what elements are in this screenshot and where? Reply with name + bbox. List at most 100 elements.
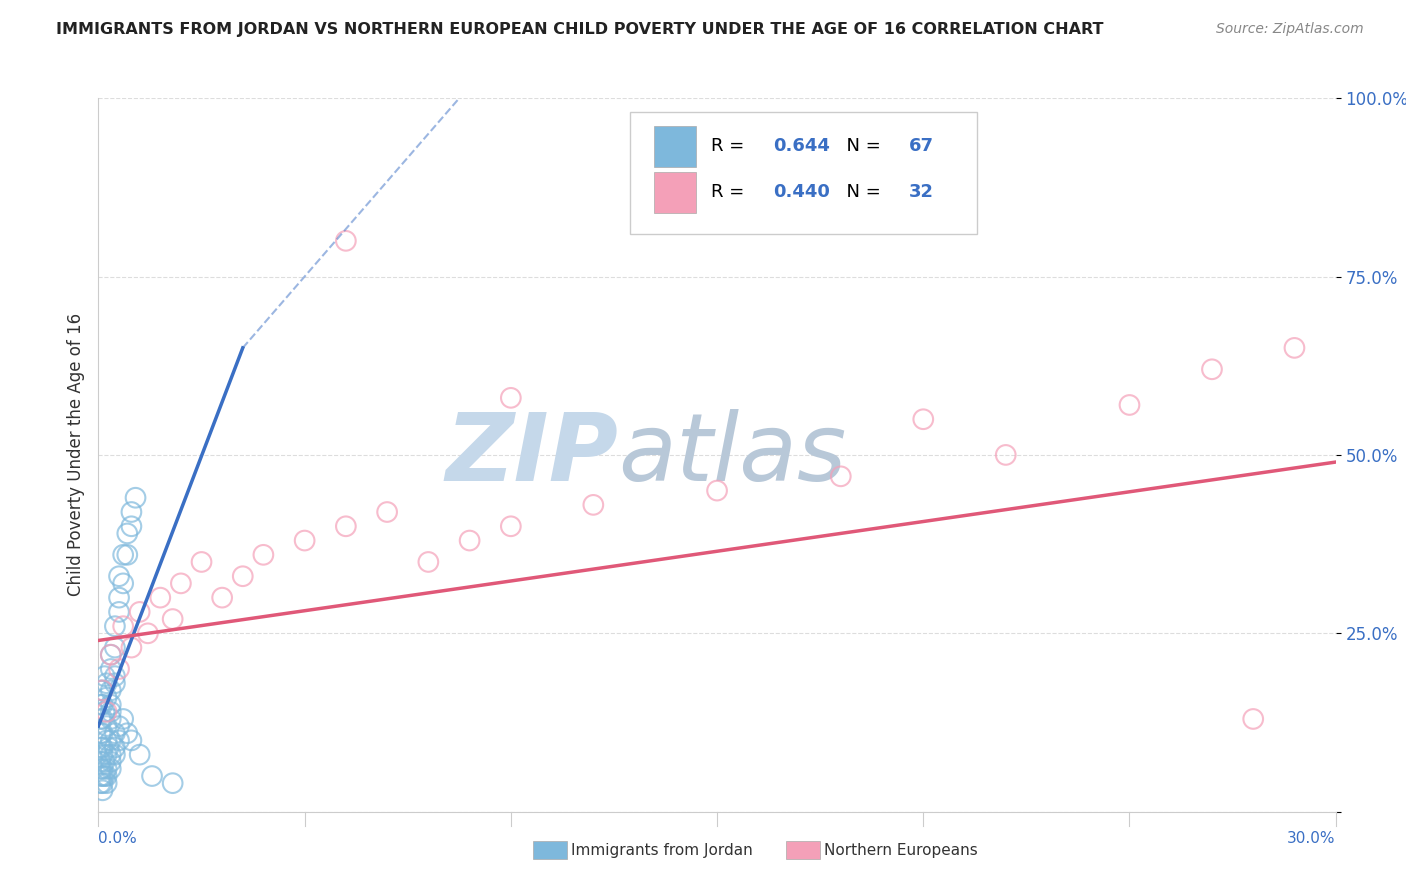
Point — [89, 740, 111, 755]
Point — [112, 712, 135, 726]
Point — [89, 755, 111, 769]
Text: 0.644: 0.644 — [773, 137, 830, 155]
Point — [104, 726, 127, 740]
Text: 67: 67 — [908, 137, 934, 155]
Point — [96, 747, 118, 762]
Point — [1241, 712, 1264, 726]
Point — [108, 719, 131, 733]
Point — [93, 769, 115, 783]
Point — [499, 519, 522, 533]
Point — [96, 690, 118, 705]
Point — [100, 733, 122, 747]
Point — [100, 683, 122, 698]
Point — [96, 769, 118, 783]
Point — [89, 769, 111, 783]
Point — [91, 747, 114, 762]
Text: 32: 32 — [908, 184, 934, 202]
Point — [104, 619, 127, 633]
Point — [112, 576, 135, 591]
Point — [108, 591, 131, 605]
Point — [89, 776, 111, 790]
Point — [104, 747, 127, 762]
Point — [458, 533, 481, 548]
Point — [96, 719, 118, 733]
Point — [91, 726, 114, 740]
Text: Source: ZipAtlas.com: Source: ZipAtlas.com — [1216, 22, 1364, 37]
Point — [100, 747, 122, 762]
Point — [100, 712, 122, 726]
Point — [89, 712, 111, 726]
Point — [100, 755, 122, 769]
Text: 0.0%: 0.0% — [98, 831, 138, 846]
Text: Immigrants from Jordan: Immigrants from Jordan — [571, 843, 752, 857]
Text: atlas: atlas — [619, 409, 846, 500]
Point — [912, 412, 935, 426]
Point — [89, 762, 111, 776]
Point — [1118, 398, 1140, 412]
Point — [120, 733, 142, 747]
Point — [706, 483, 728, 498]
Text: 0.440: 0.440 — [773, 184, 830, 202]
Text: R =: R = — [711, 137, 749, 155]
Point — [104, 740, 127, 755]
Point — [100, 648, 122, 662]
Point — [96, 733, 118, 747]
Y-axis label: Child Poverty Under the Age of 16: Child Poverty Under the Age of 16 — [66, 313, 84, 597]
Point — [91, 712, 114, 726]
Point — [162, 612, 184, 626]
Point — [149, 591, 172, 605]
Text: N =: N = — [835, 184, 886, 202]
Point — [499, 391, 522, 405]
Point — [211, 591, 233, 605]
FancyBboxPatch shape — [630, 112, 977, 234]
Point — [91, 776, 114, 790]
FancyBboxPatch shape — [654, 172, 696, 213]
Point — [91, 740, 114, 755]
Point — [582, 498, 605, 512]
Point — [294, 533, 316, 548]
Point — [104, 676, 127, 690]
Point — [117, 726, 139, 740]
Point — [252, 548, 274, 562]
Point — [100, 705, 122, 719]
Point — [830, 469, 852, 483]
Point — [93, 669, 115, 683]
Point — [91, 783, 114, 797]
Point — [91, 769, 114, 783]
Point — [89, 698, 111, 712]
Point — [117, 526, 139, 541]
Point — [108, 662, 131, 676]
Point — [124, 491, 146, 505]
Point — [136, 626, 159, 640]
Point — [96, 776, 118, 790]
Point — [112, 619, 135, 633]
Point — [120, 505, 142, 519]
Point — [100, 648, 122, 662]
Point — [91, 683, 114, 698]
Point — [1201, 362, 1223, 376]
Point — [162, 776, 184, 790]
Point — [335, 234, 357, 248]
Point — [91, 683, 114, 698]
Point — [96, 705, 118, 719]
Point — [141, 769, 163, 783]
Point — [100, 762, 122, 776]
Point — [96, 676, 118, 690]
Point — [89, 683, 111, 698]
Point — [96, 762, 118, 776]
Point — [232, 569, 254, 583]
Text: R =: R = — [711, 184, 749, 202]
FancyBboxPatch shape — [654, 126, 696, 167]
Point — [190, 555, 212, 569]
Point — [418, 555, 440, 569]
Point — [117, 548, 139, 562]
Text: N =: N = — [835, 137, 886, 155]
Point — [108, 605, 131, 619]
Point — [128, 605, 150, 619]
Point — [93, 755, 115, 769]
Point — [170, 576, 193, 591]
Text: IMMIGRANTS FROM JORDAN VS NORTHERN EUROPEAN CHILD POVERTY UNDER THE AGE OF 16 CO: IMMIGRANTS FROM JORDAN VS NORTHERN EUROP… — [56, 22, 1104, 37]
Text: ZIP: ZIP — [446, 409, 619, 501]
Text: Northern Europeans: Northern Europeans — [824, 843, 977, 857]
Point — [100, 662, 122, 676]
